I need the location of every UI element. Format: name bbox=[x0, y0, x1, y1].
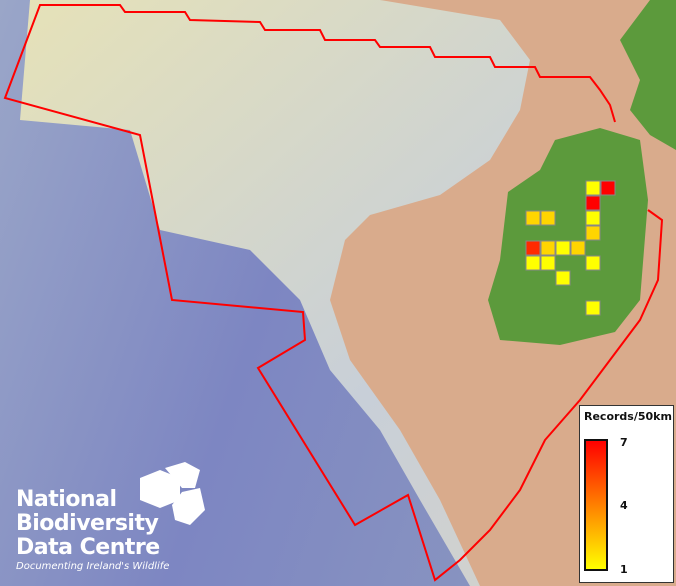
record-cell[interactable] bbox=[555, 240, 571, 256]
ndbc-logo: National Biodiversity Data Centre Docume… bbox=[16, 488, 169, 574]
record-cell[interactable] bbox=[585, 180, 601, 196]
record-cell[interactable] bbox=[585, 300, 601, 316]
scotland bbox=[620, 0, 676, 150]
record-cell[interactable] bbox=[540, 255, 556, 271]
record-cell[interactable] bbox=[525, 255, 541, 271]
logo-text: Data Centre bbox=[16, 535, 160, 560]
legend-min: 1 bbox=[620, 563, 628, 576]
record-cell[interactable] bbox=[600, 180, 616, 196]
legend-title: Records/50km bbox=[584, 410, 672, 423]
record-cell[interactable] bbox=[585, 210, 601, 226]
logo-text: National bbox=[16, 487, 117, 512]
record-cell[interactable] bbox=[585, 255, 601, 271]
record-cell[interactable] bbox=[585, 195, 601, 211]
record-cell[interactable] bbox=[525, 240, 541, 256]
logo-text: Biodiversity bbox=[16, 511, 159, 536]
record-cells bbox=[525, 180, 616, 316]
boundary-line bbox=[3, 4, 664, 582]
legend-color-ramp bbox=[584, 439, 608, 571]
record-cell[interactable] bbox=[570, 240, 586, 256]
logo-icon bbox=[140, 462, 205, 525]
record-cell[interactable] bbox=[525, 210, 541, 226]
record-cell[interactable] bbox=[540, 210, 556, 226]
record-cell[interactable] bbox=[540, 240, 556, 256]
legend: Records/50km 7 4 1 bbox=[579, 405, 674, 583]
legend-max: 7 bbox=[620, 436, 628, 449]
logo-tagline: Documenting Ireland's Wildlife bbox=[16, 561, 170, 572]
record-cell[interactable] bbox=[555, 270, 571, 286]
record-cell[interactable] bbox=[585, 225, 601, 241]
legend-mid: 4 bbox=[620, 499, 628, 512]
